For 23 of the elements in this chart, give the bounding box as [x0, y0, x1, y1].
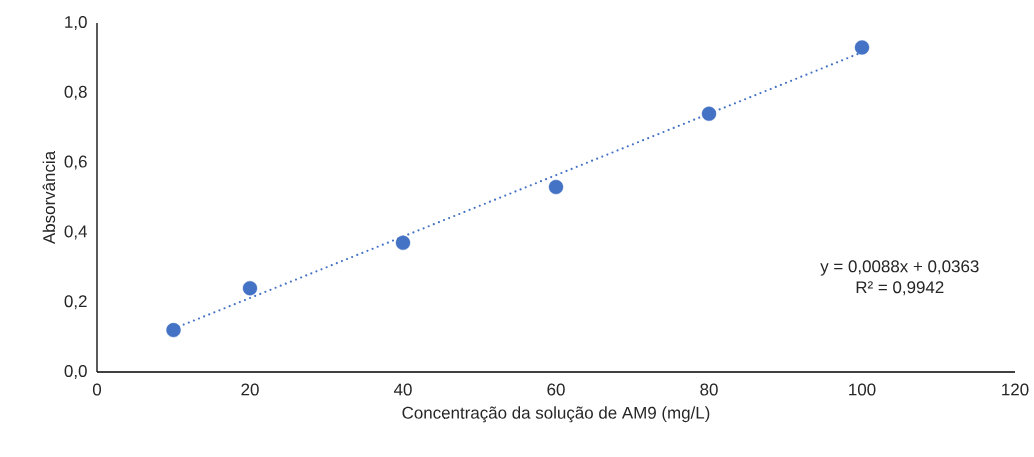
point [854, 40, 870, 55]
annotation: R² = 0,9942 [856, 281, 944, 296]
x-tick-label: 60 [547, 383, 565, 396]
y-tick-label: 0,8 [64, 85, 87, 100]
y-tick-label: 1,0 [65, 16, 87, 30]
point [548, 179, 564, 195]
point [242, 281, 258, 296]
point [166, 322, 181, 338]
point [395, 235, 411, 251]
x-axis-title: Concentração da solução de AM9 (mg/L) [402, 406, 710, 423]
x-tick-label: 100 [849, 383, 876, 396]
y-tick-label: 0,6 [64, 155, 87, 170]
annotation: y = 0,0088x + 0,0363 [820, 260, 979, 276]
y-tick-label: 0,2 [64, 295, 87, 310]
x-tick-label: 120 [1002, 383, 1029, 396]
y-tick-label: 0,4 [64, 225, 87, 240]
y-axis-title: Absorvância [42, 150, 56, 245]
x-tick-label: 80 [700, 383, 718, 396]
y-tick-label: 0,0 [64, 365, 87, 379]
x-tick-label: 20 [241, 383, 259, 396]
x-tick-label: 0 [92, 383, 102, 396]
point [701, 106, 717, 121]
x-tick-label: 40 [393, 383, 412, 396]
